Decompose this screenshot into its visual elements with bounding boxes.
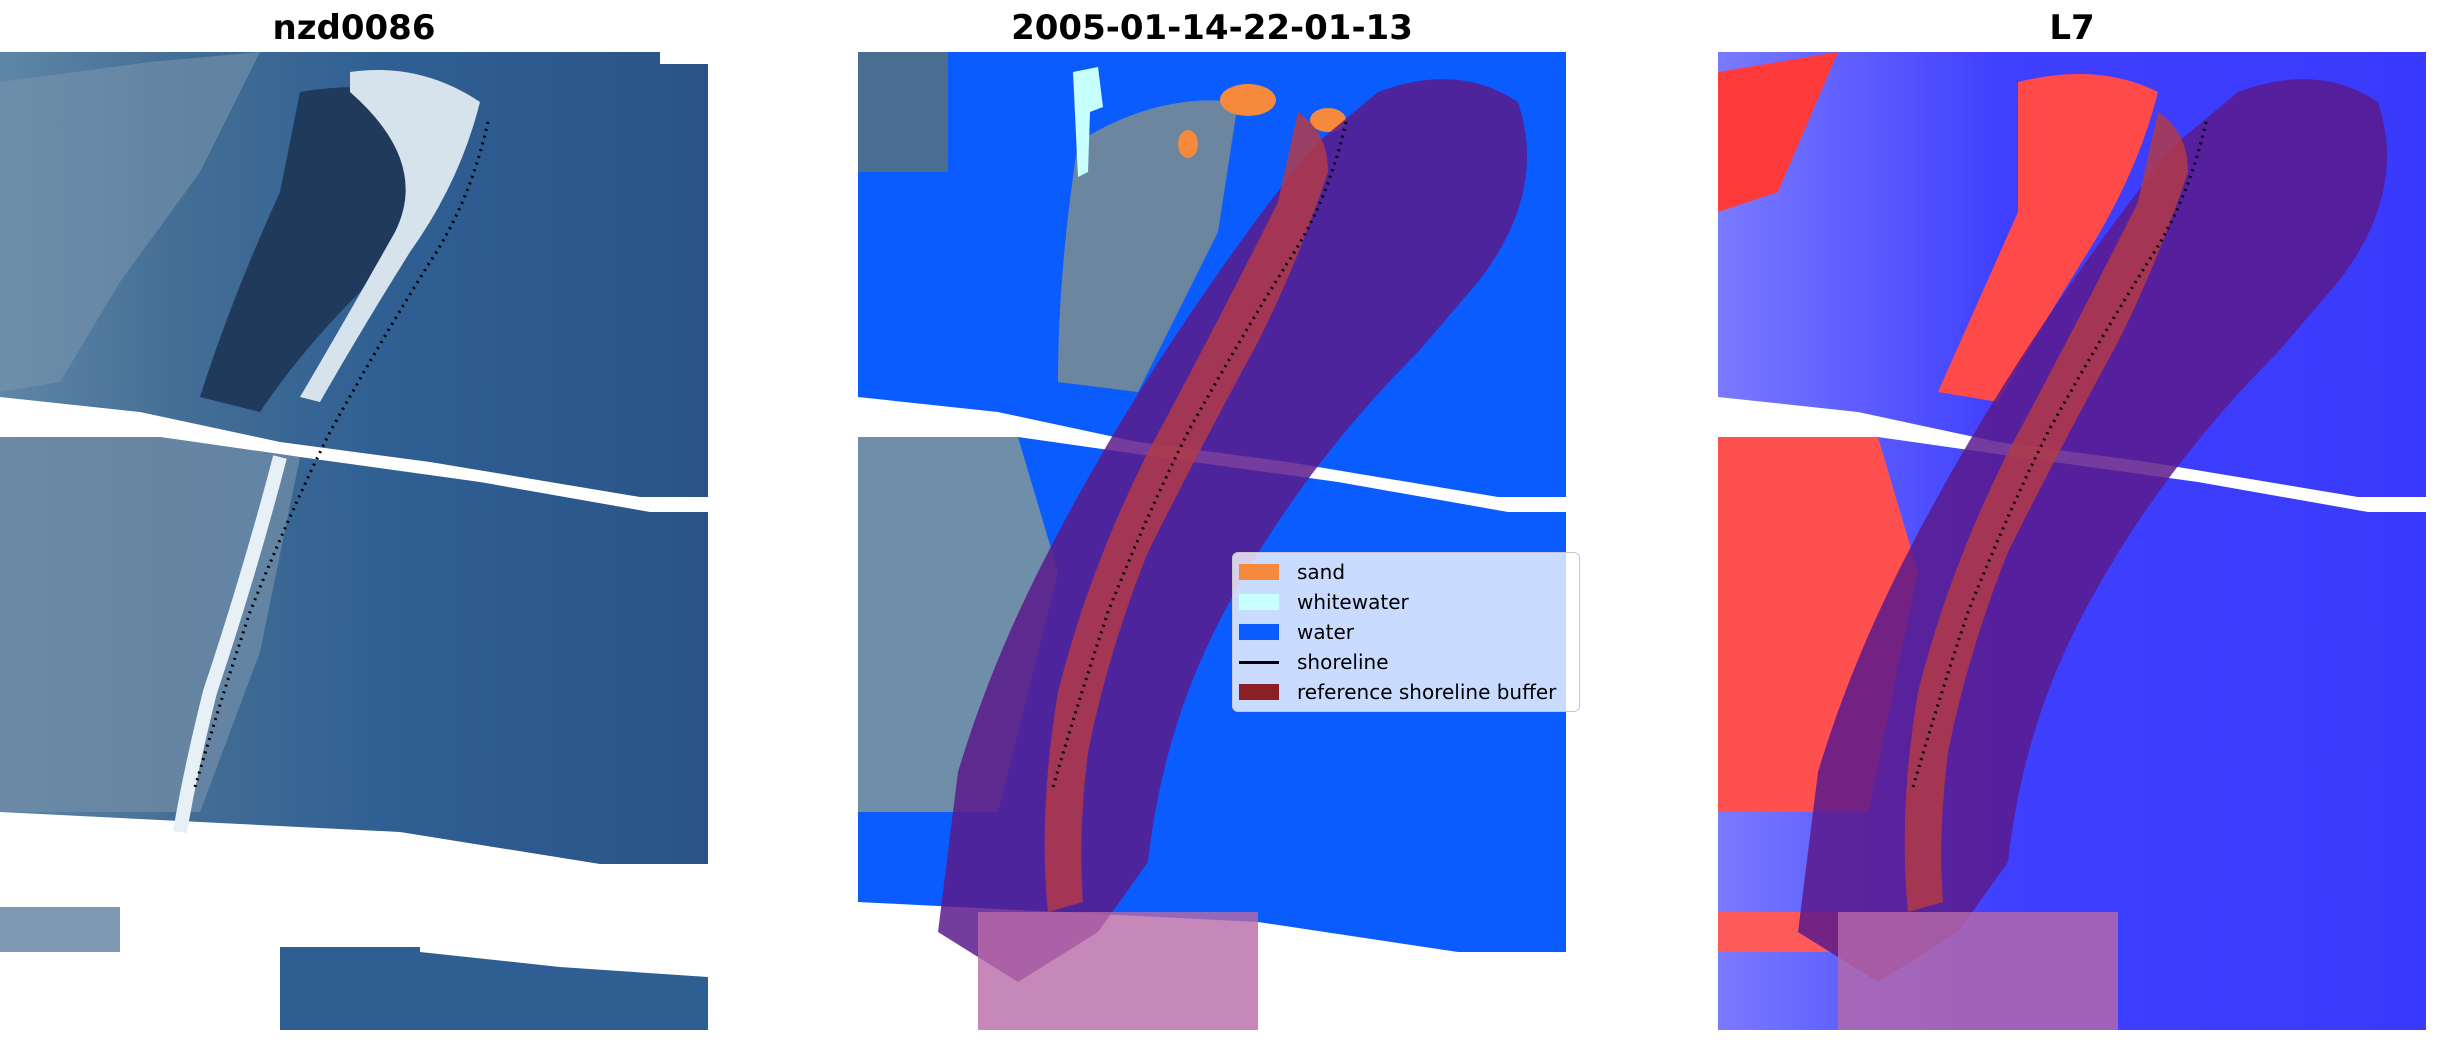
whitewater-swatch — [1239, 594, 1279, 610]
panel-index: L7 — [1718, 0, 2426, 1045]
index-image — [1718, 52, 2426, 1030]
sand-swatch — [1239, 564, 1279, 580]
panel-rgb: nzd0086 — [0, 0, 708, 1045]
water-swatch — [1239, 624, 1279, 640]
sand-patch — [1220, 84, 1276, 116]
legend-label: shoreline — [1297, 650, 1389, 674]
shoreline-swatch — [1239, 660, 1279, 664]
legend-label: reference shoreline buffer — [1297, 680, 1557, 704]
panel-title-sensor: L7 — [2049, 8, 2095, 48]
legend-label: water — [1297, 620, 1354, 644]
buffer-swatch — [1239, 684, 1279, 700]
panel-title-site: nzd0086 — [272, 8, 436, 48]
panel-classified: 2005-01-14-22-01-13 — [858, 0, 1566, 1045]
legend: sand whitewater water shoreline referenc… — [1232, 552, 1580, 712]
legend-item-water: water — [1239, 617, 1354, 647]
positive-index-region — [1938, 74, 2158, 402]
legend-item-whitewater: whitewater — [1239, 587, 1409, 617]
legend-label: whitewater — [1297, 590, 1409, 614]
legend-item-shoreline: shoreline — [1239, 647, 1389, 677]
legend-item-buffer: reference shoreline buffer — [1239, 677, 1556, 707]
shoreline-line — [1051, 121, 1348, 788]
whitewater-patch — [1073, 67, 1103, 177]
classified-image — [858, 52, 1566, 1030]
beach-light — [300, 70, 480, 402]
rgb-image — [0, 52, 708, 1030]
shoreline-line — [193, 121, 490, 788]
spit-dark — [200, 87, 440, 412]
legend-item-sand: sand — [1239, 557, 1345, 587]
legend-label: sand — [1297, 560, 1346, 584]
panel-title-date: 2005-01-14-22-01-13 — [1011, 8, 1413, 48]
shoreline-line — [1911, 121, 2208, 788]
